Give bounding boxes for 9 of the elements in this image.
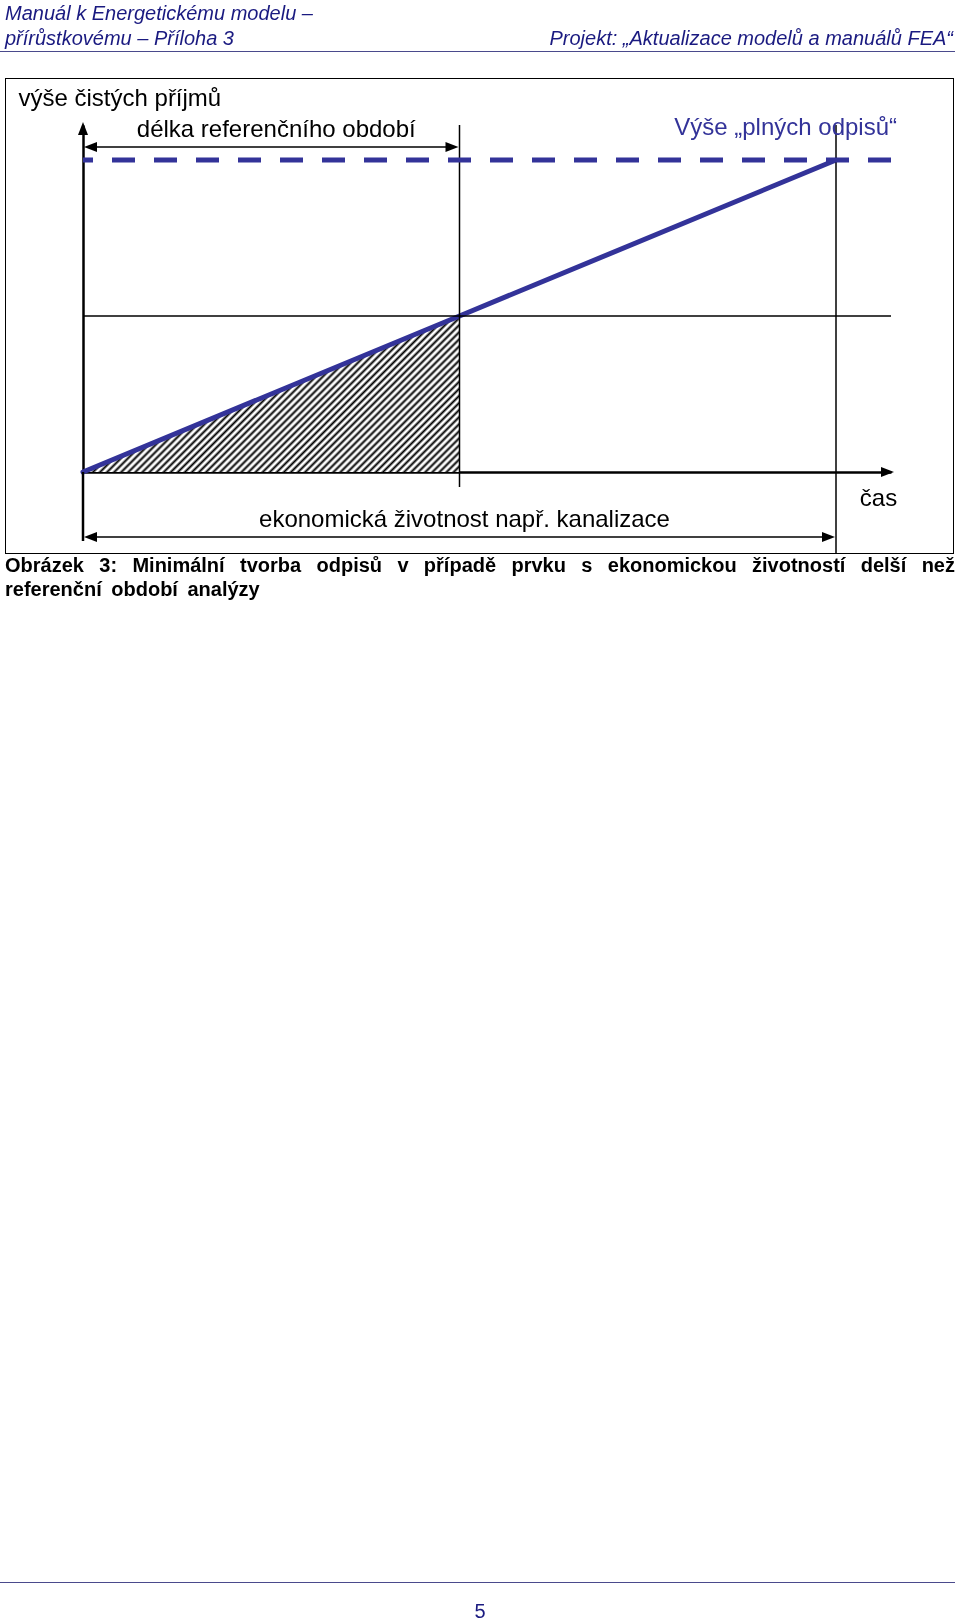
y-axis-title: výše čistých příjmů <box>18 83 222 111</box>
text: Manuál k Energetickému modelu – přírůstkovému – Příloha 3 <box>5 1 314 50</box>
text: ekonomická životnost např. kanalizace <box>259 504 670 532</box>
text: Projekt: „Aktualizace modelů a manuálů FEA“ <box>549 26 953 51</box>
ref-line-label: Výše „plných odpisů“ <box>674 113 897 140</box>
text: délka referenčního období <box>136 114 417 142</box>
text: 5 <box>473 1599 487 1623</box>
x-axis-title: čas <box>859 483 898 511</box>
text: Obrázek 3: Minimální tvorba odpisů v případě prvku s ekonomickou životností delší než referenční období analýzy <box>5 553 955 601</box>
